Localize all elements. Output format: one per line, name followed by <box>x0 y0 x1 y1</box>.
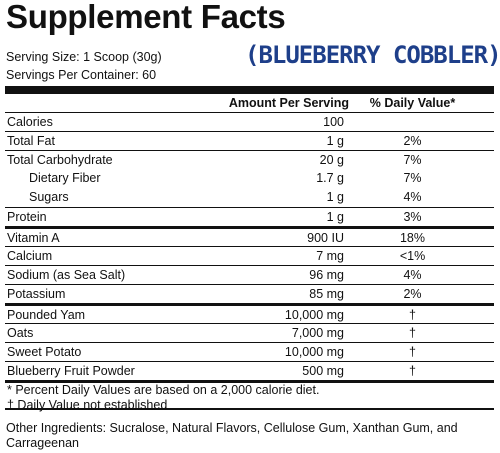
ingredient-daily-value: † <box>409 345 416 359</box>
nutrient-daily-value: <1% <box>399 249 426 263</box>
nutrient-daily-value: 3% <box>403 210 422 224</box>
table-row: Total Fat 1 g 2% <box>5 131 494 150</box>
ingredient-amount: 10,000 mg <box>284 308 344 322</box>
ingredient-name: Pounded Yam <box>7 308 86 322</box>
nutrient-name: Total Fat <box>7 134 55 148</box>
table-row: Vitamin A 900 IU 18% <box>5 226 494 245</box>
nutrient-amount: 7 mg <box>316 249 344 263</box>
nutrient-daily-value: 2% <box>403 134 422 148</box>
nutrient-name: Sodium (as Sea Salt) <box>7 268 126 282</box>
panel-title: Supplement Facts <box>6 0 286 35</box>
ingredient-name: Sweet Potato <box>7 345 82 359</box>
table-header: Amount Per Serving % Daily Value* <box>5 94 494 113</box>
nutrient-amount: 96 mg <box>309 268 344 282</box>
ingredient-daily-value: † <box>409 308 416 322</box>
table-row: Dietary Fiber 1.7 g 7% <box>5 169 494 188</box>
nutrient-name: Vitamin A <box>7 231 60 245</box>
flavor-label: (BLUEBERRY COBBLER) <box>245 41 500 69</box>
nutrient-daily-value: 7% <box>403 153 422 167</box>
section-divider <box>5 380 494 383</box>
ingredient-daily-value: † <box>409 326 416 340</box>
table-row: Pounded Yam 10,000 mg † <box>5 303 494 322</box>
ingredient-name: Blueberry Fruit Powder <box>7 364 135 378</box>
nutrient-daily-value: 4% <box>403 190 422 204</box>
nutrient-amount: 1.7 g <box>316 171 344 185</box>
nutrient-amount: 85 mg <box>309 287 344 301</box>
table-row: Potassium 85 mg 2% <box>5 284 494 303</box>
nutrient-amount: 1 g <box>326 210 344 224</box>
nutrient-amount: 1 g <box>326 190 344 204</box>
other-ingredients: Other Ingredients: Sucralose, Natural Fl… <box>6 421 458 450</box>
table-row: Total Carbohydrate 20 g 7% <box>5 150 494 169</box>
nutrient-name: Potassium <box>7 287 66 301</box>
nutrient-daily-value: 2% <box>403 287 422 301</box>
nutrient-name: Calcium <box>7 249 53 263</box>
nutrient-name: Protein <box>7 210 47 224</box>
ingredient-amount: 7,000 mg <box>291 326 344 340</box>
nutrient-daily-value: 18% <box>399 231 426 245</box>
table-row: Calcium 7 mg <1% <box>5 246 494 265</box>
ingredient-amount: 10,000 mg <box>284 345 344 359</box>
nutrient-name: Calories <box>7 115 53 129</box>
table-row: Oats 7,000 mg † <box>5 323 494 342</box>
facts-table: Amount Per Serving % Daily Value* Calori… <box>5 86 494 412</box>
table-row: Sweet Potato 10,000 mg † <box>5 342 494 361</box>
footnote-not-established: † Daily Value not established <box>7 398 168 412</box>
nutrient-name: Dietary Fiber <box>29 171 101 185</box>
servings-per-container: Servings Per Container: 60 <box>6 68 157 82</box>
ingredient-amount: 500 mg <box>302 364 344 378</box>
table-row: Sugars 1 g 4% <box>5 188 494 207</box>
table-row: Blueberry Fruit Powder 500 mg † <box>5 361 494 380</box>
header-daily-value: % Daily Value* <box>369 96 456 110</box>
nutrient-name: Sugars <box>29 190 69 204</box>
table-row: Calories 100 <box>5 112 494 131</box>
nutrient-amount: 20 g <box>319 153 344 167</box>
nutrient-amount: 900 IU <box>307 231 344 245</box>
serving-size: Serving Size: 1 Scoop (30g) <box>6 50 162 64</box>
header-amount: Amount Per Serving <box>228 96 349 110</box>
nutrient-amount: 100 <box>323 115 344 129</box>
ingredient-daily-value: † <box>409 364 416 378</box>
nutrient-name: Total Carbohydrate <box>7 153 113 167</box>
nutrient-daily-value: 4% <box>403 268 422 282</box>
nutrient-daily-value: 7% <box>403 171 422 185</box>
table-row: Protein 1 g 3% <box>5 207 494 226</box>
nutrient-amount: 1 g <box>326 134 344 148</box>
footnote-daily-values: * Percent Daily Values are based on a 2,… <box>7 383 320 397</box>
table-row: Sodium (as Sea Salt) 96 mg 4% <box>5 265 494 284</box>
ingredient-name: Oats <box>7 326 34 340</box>
